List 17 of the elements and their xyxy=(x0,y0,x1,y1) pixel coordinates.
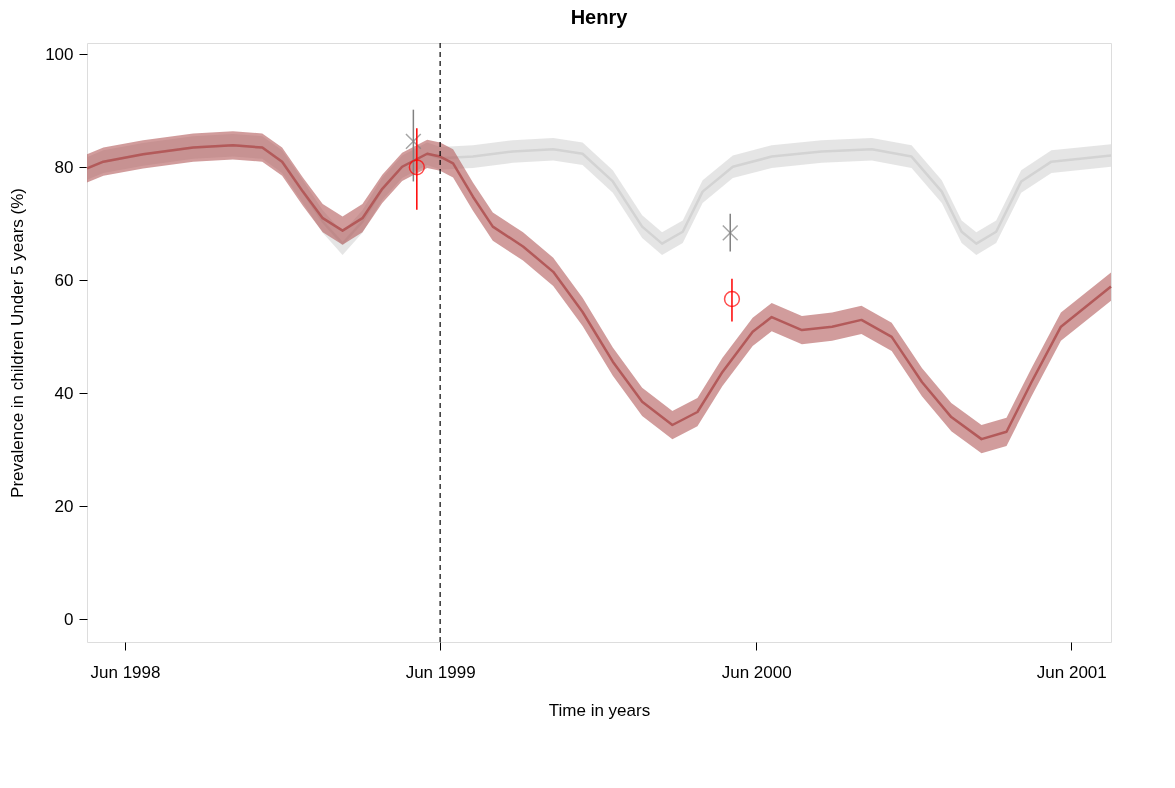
point xyxy=(405,133,422,150)
y-tick-label: 0 xyxy=(64,609,74,629)
x-tick-label: Jun 1999 xyxy=(405,662,476,682)
y-tick-label: 60 xyxy=(54,270,74,290)
chart-title: Henry xyxy=(570,6,629,29)
x-tick-label: Jun 1998 xyxy=(90,662,161,682)
point xyxy=(722,224,739,242)
x-tick-label: Jun 2000 xyxy=(721,662,792,682)
y-tick-label: 40 xyxy=(54,383,74,403)
y-tick-label: 100 xyxy=(45,44,74,64)
y-axis-title: Prevalence in children Under 5 years (%) xyxy=(8,188,28,498)
x-tick-label: Jun 2001 xyxy=(1036,662,1107,682)
point xyxy=(408,159,425,176)
point xyxy=(723,290,741,308)
y-tick-label: 80 xyxy=(54,157,74,177)
y-tick-label: 20 xyxy=(54,496,74,516)
x-axis-title: Time in years xyxy=(548,700,651,720)
